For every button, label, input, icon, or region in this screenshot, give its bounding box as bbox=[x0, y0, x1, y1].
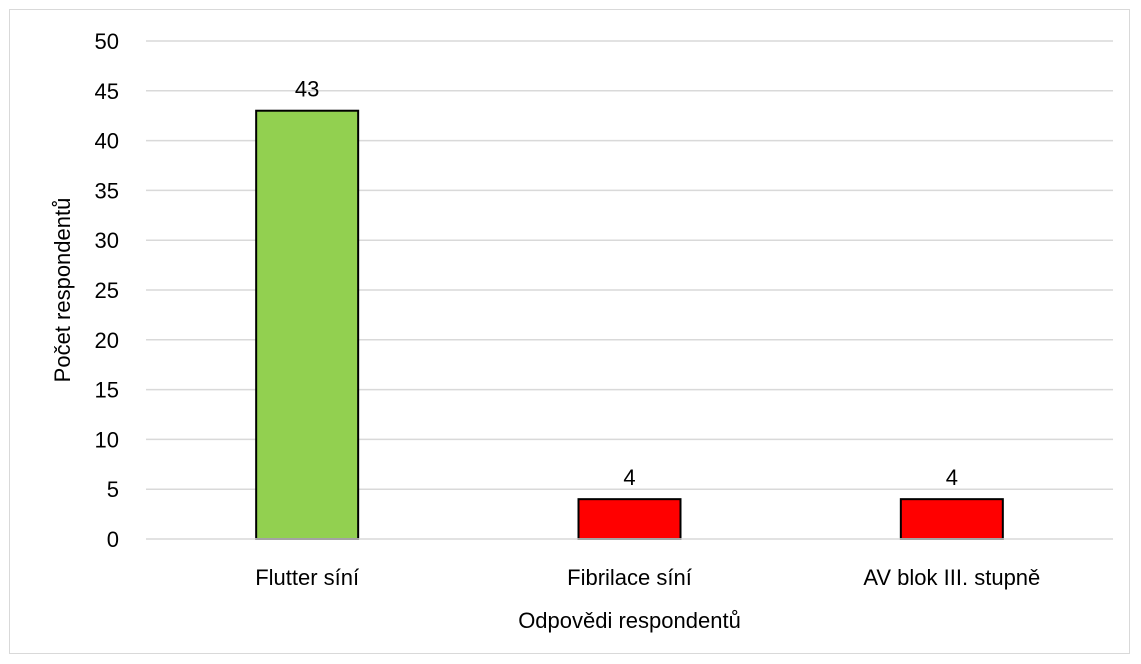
y-axis-title: Počet respondentů bbox=[50, 198, 75, 383]
y-tick-label: 25 bbox=[95, 278, 119, 303]
category-label: Flutter síní bbox=[255, 565, 359, 590]
bar bbox=[577, 498, 682, 541]
y-tick-label: 35 bbox=[95, 178, 119, 203]
data-labels: 43 4 4 bbox=[295, 77, 958, 490]
category-label: Fibrilace síní bbox=[567, 565, 692, 590]
y-tick-label: 45 bbox=[95, 79, 119, 104]
data-label: 43 bbox=[295, 77, 319, 102]
y-tick-label: 15 bbox=[95, 378, 119, 403]
y-tick-label: 0 bbox=[107, 527, 119, 552]
y-tick-label: 5 bbox=[107, 477, 119, 502]
y-tick-label: 10 bbox=[95, 427, 119, 452]
data-label: 4 bbox=[946, 465, 958, 490]
bar bbox=[255, 109, 360, 540]
y-tick-label: 40 bbox=[95, 129, 119, 154]
y-tick-label: 30 bbox=[95, 228, 119, 253]
x-axis-title: Odpovědi respondentů bbox=[518, 608, 741, 633]
chart-frame bbox=[9, 9, 1130, 654]
y-tick-label: 20 bbox=[95, 328, 119, 353]
category-label: AV blok III. stupně bbox=[863, 565, 1040, 590]
y-tick-labels: 0 5 10 15 20 25 30 35 40 45 50 bbox=[95, 29, 119, 552]
category-labels: Flutter síní Fibrilace síní AV blok III. s… bbox=[255, 565, 1040, 590]
bar bbox=[899, 498, 1004, 541]
y-tick-label: 50 bbox=[95, 29, 119, 54]
data-label: 4 bbox=[623, 465, 635, 490]
